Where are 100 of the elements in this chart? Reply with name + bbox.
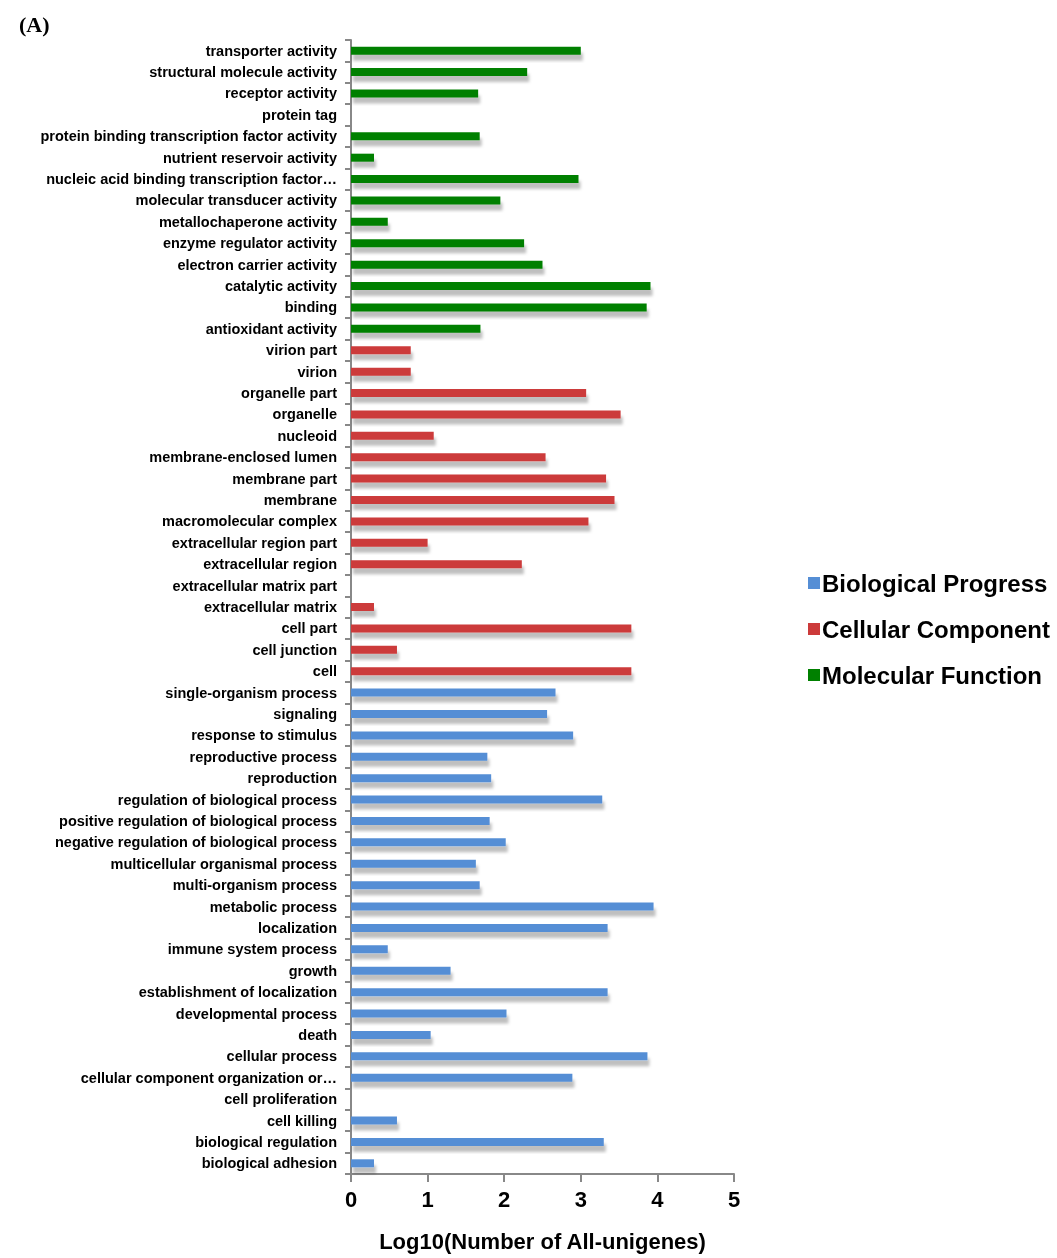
- bar: [351, 346, 411, 355]
- y-tick-label: extracellular region part: [171, 534, 338, 551]
- y-tick-label: single-organism process: [165, 684, 337, 701]
- y-tick-label: nutrient reservoir activity: [162, 149, 337, 166]
- y-tick-label: membrane part: [232, 470, 338, 487]
- bar: [351, 367, 411, 376]
- bar: [351, 324, 481, 333]
- y-tick-label: reproduction: [247, 770, 337, 787]
- legend-label: Cellular Component: [821, 615, 1051, 643]
- bar: [351, 1116, 397, 1125]
- y-tick-label: reproductive process: [189, 748, 337, 765]
- bar: [351, 453, 546, 462]
- x-tick-label: 0: [344, 1186, 358, 1212]
- x-tick-label: 5: [727, 1186, 741, 1212]
- y-tick-label: positive regulation of biological process: [59, 812, 337, 829]
- y-tick-label: molecular transducer activity: [135, 192, 337, 209]
- y-tick-label: membrane-enclosed lumen: [149, 449, 337, 466]
- y-tick-label: nucleoid: [277, 427, 337, 444]
- y-tick-label: receptor activity: [224, 85, 337, 102]
- bar: [351, 153, 374, 162]
- y-tick-label: transporter activity: [205, 42, 337, 59]
- bar: [351, 217, 388, 226]
- bar: [351, 517, 589, 526]
- y-tick-label: cell junction: [252, 641, 337, 658]
- y-tick-label: cell proliferation: [224, 1091, 337, 1108]
- legend-label: Molecular Function: [821, 661, 1042, 689]
- bar: [351, 774, 492, 783]
- bar: [351, 496, 615, 505]
- y-tick-label: cell: [312, 663, 337, 680]
- bar: [351, 1052, 648, 1061]
- y-tick-label: biological adhesion: [201, 1155, 337, 1172]
- y-tick-label: organelle: [272, 406, 337, 423]
- bar: [351, 966, 451, 975]
- y-tick-label: organelle part: [241, 385, 338, 402]
- y-tick-label: cell part: [281, 620, 338, 637]
- y-tick-label: macromolecular complex: [162, 513, 337, 530]
- y-tick-label: structural molecule activity: [149, 64, 337, 81]
- y-tick-label: growth: [288, 962, 337, 979]
- bar: [351, 1009, 507, 1018]
- x-tick-label: 2: [498, 1186, 511, 1212]
- y-tick-label: electron carrier activity: [177, 256, 337, 273]
- y-tick-label: cell killing: [266, 1112, 337, 1129]
- y-tick-label: enzyme regulator activity: [162, 235, 337, 252]
- bar: [351, 538, 428, 547]
- bar: [351, 1073, 573, 1082]
- bar: [351, 881, 480, 890]
- y-tick-label: multi-organism process: [172, 877, 337, 894]
- bar: [351, 838, 506, 847]
- bar: [351, 859, 476, 868]
- bar: [351, 474, 607, 483]
- y-tick-label: protein tag: [262, 106, 337, 123]
- y-tick-label: response to stimulus: [191, 727, 337, 744]
- bar: [351, 410, 621, 419]
- y-tick-label: binding: [284, 299, 337, 316]
- y-tick-label: death: [298, 1026, 337, 1043]
- x-tick-label: 4: [651, 1186, 665, 1212]
- y-tick-label: cellular component organization or…: [80, 1069, 337, 1086]
- bar: [351, 1159, 374, 1168]
- y-tick-label: biological regulation: [195, 1133, 337, 1150]
- bar: [351, 923, 608, 932]
- bar: [351, 303, 647, 312]
- bar: [351, 196, 501, 205]
- bar: [351, 667, 632, 676]
- bar: [351, 68, 528, 77]
- text: (A): [19, 11, 50, 37]
- bar: [351, 645, 397, 654]
- bar: [351, 688, 556, 697]
- y-tick-label: nucleic acid binding transcription factor…: [46, 171, 337, 188]
- bar: [351, 239, 525, 248]
- y-tick-label: developmental process: [175, 1005, 337, 1022]
- bar: [351, 560, 522, 569]
- bar: [351, 752, 488, 761]
- bar: [351, 175, 579, 184]
- bar: [351, 46, 581, 55]
- bar: [351, 431, 434, 440]
- bar: [351, 389, 587, 398]
- bar: [351, 260, 543, 269]
- y-tick-label: virion: [297, 363, 337, 380]
- y-tick-label: cellular process: [226, 1048, 337, 1065]
- bar: [351, 1137, 604, 1146]
- y-tick-label: multicellular organismal process: [110, 855, 337, 872]
- bar: [351, 816, 490, 825]
- bar: [351, 902, 654, 911]
- y-tick-label: extracellular matrix part: [172, 577, 338, 594]
- bar: [351, 603, 374, 611]
- bar: [351, 1030, 431, 1039]
- y-tick-label: extracellular matrix: [204, 599, 337, 615]
- bar: [351, 132, 480, 141]
- y-tick-label: membrane: [263, 492, 337, 509]
- x-axis-title: Log10(Number of All-unigenes): [379, 1228, 706, 1254]
- y-tick-label: extracellular region: [203, 556, 337, 573]
- bar: [351, 709, 548, 718]
- bar: [351, 89, 479, 98]
- x-tick-label: 3: [574, 1186, 587, 1212]
- y-tick-label: signaling: [273, 705, 337, 722]
- y-tick-label: immune system process: [167, 941, 337, 958]
- y-tick-label: regulation of biological process: [117, 791, 337, 808]
- bar: [351, 282, 651, 291]
- bar: [351, 624, 632, 633]
- y-tick-label: antioxidant activity: [205, 320, 337, 337]
